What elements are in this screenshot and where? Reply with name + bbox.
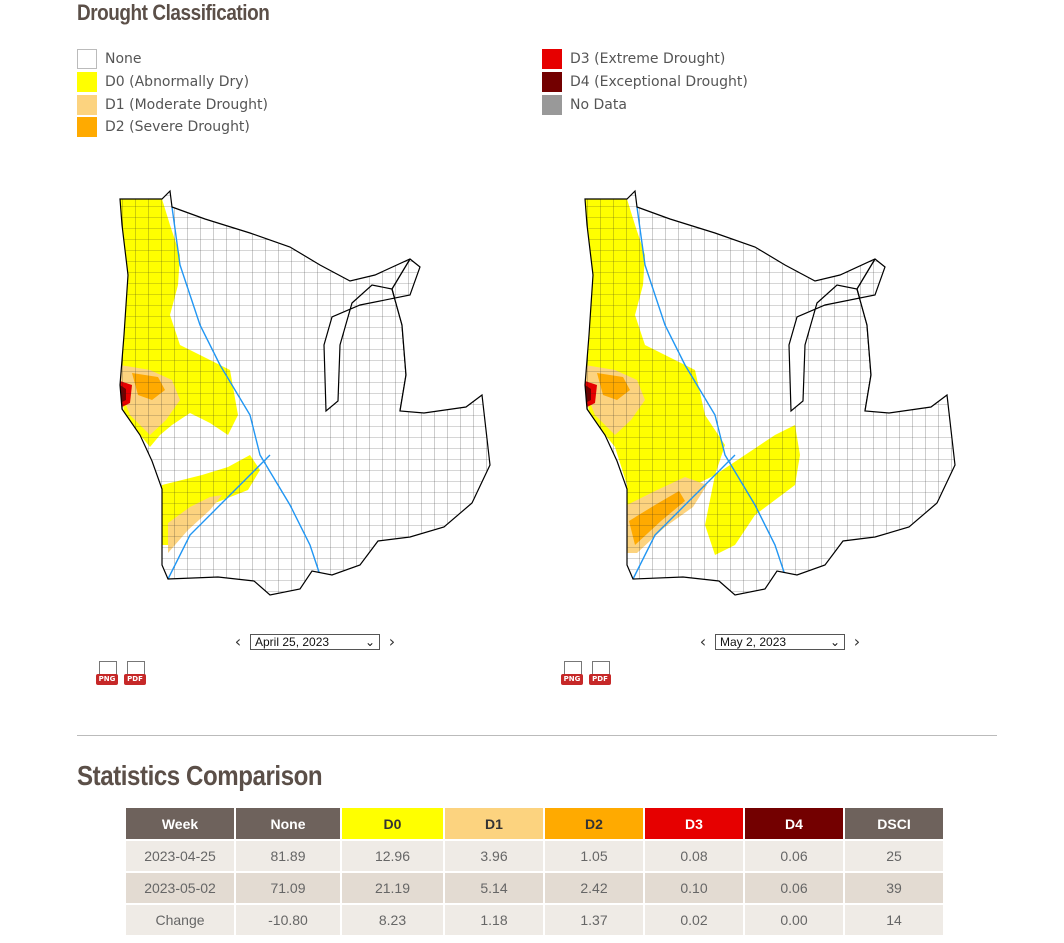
cell: 39 [845, 871, 943, 903]
legend-item-d3: D3 (Extreme Drought) [542, 48, 748, 71]
date-nav-2: ‹ May 2, 2023 ⌄ › [695, 632, 865, 651]
legend-label: D0 (Abnormally Dry) [105, 74, 250, 91]
stats-title: Statistics Comparison [77, 760, 323, 791]
col-header-d0: D0 [342, 808, 443, 839]
chevron-left-icon[interactable]: ‹ [699, 632, 707, 651]
download-pdf-button[interactable]: PDF [124, 661, 146, 685]
legend-swatch [542, 49, 562, 70]
cell: 14 [845, 903, 943, 935]
col-header-d1: D1 [445, 808, 543, 839]
section-divider [77, 735, 997, 736]
drought-map-april-25 [110, 185, 500, 605]
chevron-right-icon[interactable]: › [853, 632, 861, 651]
cell: -10.80 [236, 903, 340, 935]
pdf-label: PDF [589, 674, 611, 685]
legend-left: None D0 (Abnormally Dry) D1 (Moderate Dr… [77, 48, 268, 139]
cell: 3.96 [445, 839, 543, 871]
col-header-none: None [236, 808, 340, 839]
date-select-2[interactable]: May 2, 2023 ⌄ [715, 633, 845, 650]
table-row: 2023-04-25 81.89 12.96 3.96 1.05 0.08 0.… [126, 839, 943, 871]
legend-label: D4 (Exceptional Drought) [570, 74, 748, 91]
legend-item-no-data: No Data [542, 93, 748, 116]
cell: 12.96 [342, 839, 443, 871]
legend-swatch [77, 49, 97, 70]
page-title: Drought Classification [77, 0, 270, 25]
cell: 71.09 [236, 871, 340, 903]
col-header-week: Week [126, 808, 234, 839]
legend-swatch [77, 117, 97, 138]
download-buttons-1: PNG PDF [96, 661, 146, 685]
cell: 1.05 [545, 839, 643, 871]
date-select-value: April 25, 2023 [255, 634, 330, 649]
legend-label: None [105, 51, 142, 68]
cell: 0.06 [745, 839, 843, 871]
png-label: PNG [96, 674, 118, 685]
cell: 1.18 [445, 903, 543, 935]
download-png-button[interactable]: PNG [96, 661, 118, 685]
legend-label: D1 (Moderate Drought) [105, 96, 269, 113]
legend-item-d2: D2 (Severe Drought) [77, 116, 268, 139]
cell: 0.02 [645, 903, 743, 935]
legend-label: D2 (Severe Drought) [105, 119, 250, 136]
cell: 0.06 [745, 871, 843, 903]
cell: 0.08 [645, 839, 743, 871]
date-nav-1: ‹ April 25, 2023 ⌄ › [230, 632, 400, 651]
cell: Change [126, 903, 234, 935]
png-label: PNG [561, 674, 583, 685]
drought-map-may-2 [575, 185, 965, 605]
table-row: 2023-05-02 71.09 21.19 5.14 2.42 0.10 0.… [126, 871, 943, 903]
legend-swatch [542, 94, 562, 115]
legend-item-d1: D1 (Moderate Drought) [77, 93, 268, 116]
chevron-down-icon: ⌄ [829, 634, 840, 649]
legend-item-d4: D4 (Exceptional Drought) [542, 71, 748, 94]
cell: 2023-04-25 [126, 839, 234, 871]
cell: 25 [845, 839, 943, 871]
date-select-value: May 2, 2023 [720, 634, 787, 649]
legend-swatch [77, 94, 97, 115]
download-png-button[interactable]: PNG [561, 661, 583, 685]
download-buttons-2: PNG PDF [561, 661, 611, 685]
col-header-d3: D3 [645, 808, 743, 839]
legend-item-none: None [77, 48, 268, 71]
col-header-d4: D4 [745, 808, 843, 839]
legend-label: No Data [570, 96, 627, 113]
cell: 21.19 [342, 871, 443, 903]
cell: 5.14 [445, 871, 543, 903]
chevron-left-icon[interactable]: ‹ [234, 632, 242, 651]
legend-item-d0: D0 (Abnormally Dry) [77, 71, 268, 94]
cell: 0.10 [645, 871, 743, 903]
legend-swatch [77, 72, 97, 93]
download-pdf-button[interactable]: PDF [589, 661, 611, 685]
date-select-1[interactable]: April 25, 2023 ⌄ [250, 633, 380, 650]
cell: 81.89 [236, 839, 340, 871]
cell: 2.42 [545, 871, 643, 903]
legend-right: D3 (Extreme Drought) D4 (Exceptional Dro… [542, 48, 748, 116]
cell: 0.00 [745, 903, 843, 935]
legend-label: D3 (Extreme Drought) [570, 51, 726, 68]
pdf-label: PDF [124, 674, 146, 685]
legend-swatch [542, 72, 562, 93]
chevron-down-icon: ⌄ [364, 634, 375, 649]
col-header-dsci: DSCI [845, 808, 943, 839]
cell: 8.23 [342, 903, 443, 935]
cell: 2023-05-02 [126, 871, 234, 903]
chevron-right-icon[interactable]: › [388, 632, 396, 651]
cell: 1.37 [545, 903, 643, 935]
table-row: Change -10.80 8.23 1.18 1.37 0.02 0.00 1… [126, 903, 943, 935]
statistics-table: Week None D0 D1 D2 D3 D4 DSCI 2023-04-25… [124, 808, 945, 935]
col-header-d2: D2 [545, 808, 643, 839]
